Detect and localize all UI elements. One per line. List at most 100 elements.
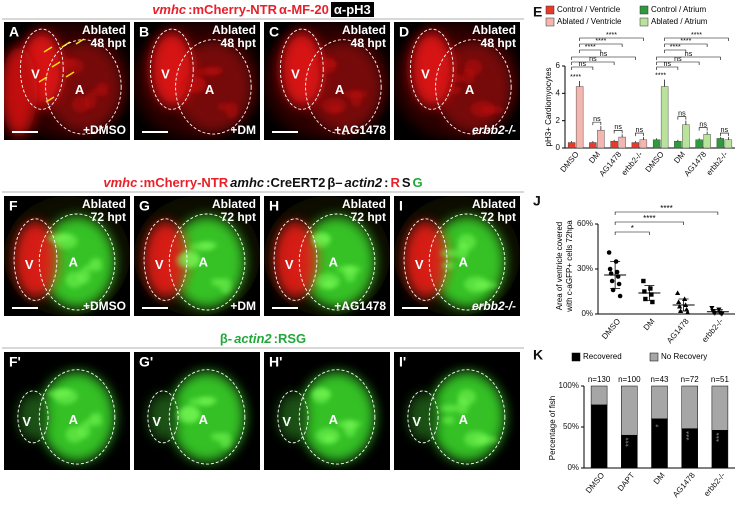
condition-label: Ablated: [212, 197, 256, 211]
significance-label: ns: [674, 56, 682, 63]
data-point: [642, 289, 647, 294]
tissue-texture: [344, 266, 357, 283]
atrium-label: A: [69, 412, 79, 427]
atrium-label: A: [459, 412, 469, 427]
data-point: [643, 296, 648, 302]
ventricle-tissue: [404, 221, 447, 298]
tissue-texture: [319, 59, 338, 68]
panel-letter: C: [269, 24, 279, 40]
tissue-texture: [225, 102, 238, 119]
significance-bracket: [571, 61, 615, 65]
significance-label: ns: [614, 124, 622, 131]
data-point: [648, 286, 653, 291]
significance-bracket: [579, 49, 602, 53]
ventricle-label: V: [282, 414, 291, 429]
ventricle-outline: [13, 218, 58, 301]
significance-label: ns: [699, 121, 707, 128]
ventricle-label: V: [421, 67, 430, 82]
tissue-texture: [205, 66, 224, 75]
arrow: [51, 61, 61, 68]
atrium-label: A: [199, 255, 209, 270]
tick-label: 30%: [577, 264, 593, 273]
tissue-texture: [199, 241, 218, 250]
significance-label: ns: [579, 61, 587, 68]
atrium-label: A: [459, 255, 469, 270]
y-axis-label: with c-aGFP+ cells 72hpa: [565, 220, 574, 313]
panel-letter: A: [9, 24, 19, 40]
bar-segment: [681, 385, 698, 429]
tissue-texture: [440, 249, 459, 258]
atrium-outline: [435, 39, 512, 135]
panel-letter: F: [9, 198, 18, 214]
panel-letter: H': [269, 354, 282, 370]
y-axis-label: pH3+ Cardiomyocytes: [544, 68, 553, 147]
panel-letter: I': [399, 354, 406, 370]
significance-bracket: [579, 43, 623, 47]
header-text: amhc: [230, 175, 265, 190]
tissue-texture: [456, 398, 469, 415]
ventricle-label: V: [25, 257, 34, 272]
arrow: [75, 38, 85, 45]
atrium-outline: [305, 39, 382, 135]
arrow: [45, 96, 55, 103]
micrograph: [4, 352, 130, 470]
bar: [610, 140, 618, 149]
ventricle-tissue: [14, 221, 57, 298]
header-text: R: [390, 175, 400, 190]
atrium-label: A: [465, 82, 475, 97]
micrograph: [394, 352, 520, 470]
header-text: α-pH3: [330, 2, 374, 17]
tissue-texture: [462, 68, 475, 85]
header-text: :: [384, 175, 389, 190]
bar-segment: [590, 385, 608, 406]
significance-label: ns: [721, 127, 729, 134]
significance-label: ****: [643, 214, 655, 223]
arrow: [38, 76, 48, 83]
significance-bracket: [664, 43, 708, 47]
x-tick-label: DM: [672, 150, 687, 166]
time-label: 72 hpt: [351, 210, 386, 224]
treatment-label: +DMSO: [83, 299, 126, 313]
significance-label: *: [631, 224, 634, 233]
x-tick-label: erbb2-/-: [705, 150, 730, 178]
atrium-outline: [428, 213, 506, 311]
tissue-texture: [350, 90, 363, 107]
x-tick-label: AG1478: [665, 316, 691, 345]
data-point: [676, 299, 682, 304]
tick-label: 0: [556, 143, 561, 152]
atrium-outline: [168, 369, 246, 465]
ventricle-label: V: [412, 414, 421, 429]
bar: [695, 139, 703, 149]
significance-bracket: [664, 37, 729, 41]
legend-label: Ablated / Ventricle: [557, 17, 622, 26]
data-point: [614, 269, 620, 275]
ventricle-label: V: [152, 414, 161, 429]
panel-header: vmhc:mCherry-NTR α-MF-20 α-pH3: [0, 2, 526, 17]
data-point: [712, 311, 718, 316]
data-point: [650, 299, 655, 305]
legend-label: Ablated / Atrium: [651, 17, 708, 26]
x-tick-label: DM: [642, 317, 657, 333]
n-label: n=100: [618, 375, 641, 384]
tissue-texture: [456, 243, 469, 260]
atrium-outline: [168, 213, 246, 311]
bar: [639, 139, 648, 149]
tick-label: 6: [556, 61, 561, 70]
significance-label: ns: [600, 51, 608, 58]
legend-swatch: [571, 352, 581, 362]
data-point: [649, 292, 654, 297]
time-label: 72 hpt: [221, 210, 256, 224]
time-label: 72 hpt: [91, 210, 126, 224]
atrium-label: A: [335, 82, 345, 97]
significance-label: ****: [606, 32, 617, 39]
header-text: :mCherry-NTR: [188, 2, 278, 17]
x-tick-label: DM: [652, 471, 667, 487]
legend-swatch: [545, 5, 555, 15]
significance-label: ****: [595, 38, 606, 45]
panel-letter: H: [269, 198, 279, 214]
tissue-texture: [53, 388, 78, 405]
significance-bracket: [592, 121, 602, 126]
tissue-texture: [316, 273, 341, 290]
tissue-texture: [90, 88, 109, 97]
data-point: [684, 306, 690, 312]
